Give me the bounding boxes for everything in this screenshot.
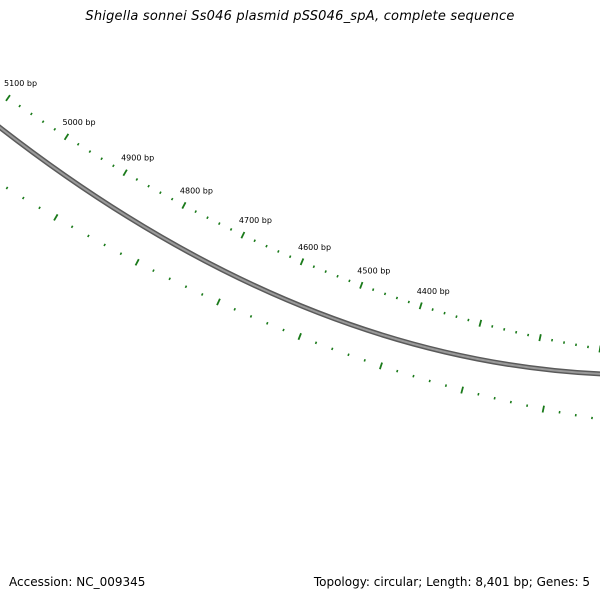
ruler-major-tick (63, 133, 70, 141)
ruler-minor-tick (312, 265, 316, 269)
ruler-minor-tick (184, 285, 188, 289)
ruler-minor-tick (30, 112, 33, 116)
ruler-minor-tick (527, 333, 530, 337)
ruler-minor-tick (371, 288, 375, 292)
ruler-minor-tick (477, 392, 480, 396)
ruler-minor-tick (503, 328, 506, 331)
ruler-minor-tick (147, 184, 150, 188)
plasmid-backbone (0, 126, 600, 375)
ruler-minor-tick (38, 206, 41, 210)
ruler-minor-tick (412, 374, 415, 378)
ruler-labels: 5100 bp 5000 bp 4900 bp 4800 bp 4700 bp 4600 … (4, 79, 450, 296)
outer-ruler-ticks (5, 94, 600, 353)
ruler-minor-tick (266, 321, 269, 325)
ruler-minor-tick (100, 157, 103, 161)
ruler-major-tick (297, 332, 302, 341)
ruler-minor-tick (455, 315, 458, 319)
ruler-major-tick (541, 405, 545, 413)
ruler-major-tick (240, 231, 246, 239)
map-title: Shigella sonnei Ss046 plasmid pSS046_spA… (85, 9, 515, 24)
ruler-minor-tick (233, 307, 236, 311)
ruler-minor-tick (41, 120, 45, 124)
ruler-minor-tick (348, 279, 351, 283)
ruler-minor-tick (21, 196, 25, 200)
ruler-minor-tick (407, 300, 410, 304)
ruler-label: 4800 bp (180, 186, 213, 195)
topology-summary: Topology: circular; Length: 8,401 bp; Ge… (313, 575, 590, 589)
ruler-major-tick (181, 201, 187, 209)
ruler-minor-tick (194, 210, 197, 214)
ruler-minor-tick (229, 228, 233, 231)
ruler-minor-tick (395, 296, 399, 300)
ruler-minor-tick (253, 239, 256, 243)
ruler-minor-tick (159, 191, 162, 195)
ruler-minor-tick (152, 269, 155, 273)
ruler-minor-tick (170, 197, 174, 201)
ruler-minor-tick (135, 178, 139, 181)
ruler-minor-tick (526, 404, 529, 408)
ruler-minor-tick (87, 234, 90, 238)
ruler-minor-tick (218, 222, 221, 226)
ruler-minor-tick (70, 225, 74, 229)
accession-text: Accession: NC_009345 (9, 575, 146, 589)
ruler-minor-tick (53, 127, 57, 131)
ruler-major-tick (299, 258, 305, 266)
ruler-major-tick (418, 302, 423, 310)
ruler-minor-tick (515, 330, 518, 334)
ruler-minor-tick (493, 396, 496, 400)
ruler-minor-tick (265, 244, 268, 248)
ruler-label: 4500 bp (357, 266, 390, 275)
ruler-label: 4900 bp (121, 154, 154, 163)
ruler-major-tick (460, 386, 464, 394)
ruler-major-tick (134, 258, 140, 266)
ruler-major-tick (478, 319, 483, 327)
ruler-label: 5100 bp (4, 79, 37, 88)
ruler-minor-tick (467, 318, 470, 322)
ruler-major-tick (53, 213, 59, 221)
ruler-minor-tick (112, 164, 115, 168)
ruler-label: 4700 bp (239, 216, 272, 225)
ruler-label: 4400 bp (417, 287, 450, 296)
ruler-minor-tick (282, 328, 285, 332)
ruler-major-tick (379, 362, 383, 370)
ruler-minor-tick (383, 292, 387, 296)
ruler-minor-tick (331, 347, 334, 351)
ruler-minor-tick (206, 216, 209, 220)
ruler-major-tick (216, 298, 221, 306)
ruler-major-tick (359, 281, 364, 289)
ruler-minor-tick (336, 274, 339, 278)
ruler-minor-tick (168, 277, 171, 281)
ruler-minor-tick (363, 359, 366, 362)
ruler-minor-tick (249, 314, 253, 318)
ruler-minor-tick (428, 379, 431, 383)
ruler-minor-tick (76, 142, 80, 146)
ruler-minor-tick (491, 325, 494, 328)
ruler-minor-tick (103, 243, 106, 247)
ruler-minor-tick (88, 150, 92, 154)
ruler-label: 5000 bp (63, 118, 96, 127)
ruler-minor-tick (396, 369, 399, 373)
ruler-major-tick (5, 94, 11, 102)
ruler-minor-tick (324, 270, 327, 273)
ruler-minor-tick (509, 400, 512, 404)
ruler-minor-tick (347, 353, 350, 357)
ruler-minor-tick (288, 255, 292, 259)
ruler-minor-tick (431, 308, 434, 311)
ruler-label: 4600 bp (298, 243, 331, 252)
ruler-minor-tick (200, 293, 204, 296)
ruler-minor-tick (119, 252, 123, 256)
ruler-major-tick (122, 169, 128, 177)
ruler-minor-tick (18, 104, 22, 108)
inner-ruler-ticks (5, 186, 593, 420)
ruler-major-tick (538, 334, 542, 342)
ruler-minor-tick (277, 250, 280, 253)
ruler-minor-tick (314, 341, 318, 345)
ruler-minor-tick (443, 311, 446, 315)
ruler-minor-tick (5, 186, 9, 190)
ruler-minor-tick (444, 384, 448, 387)
